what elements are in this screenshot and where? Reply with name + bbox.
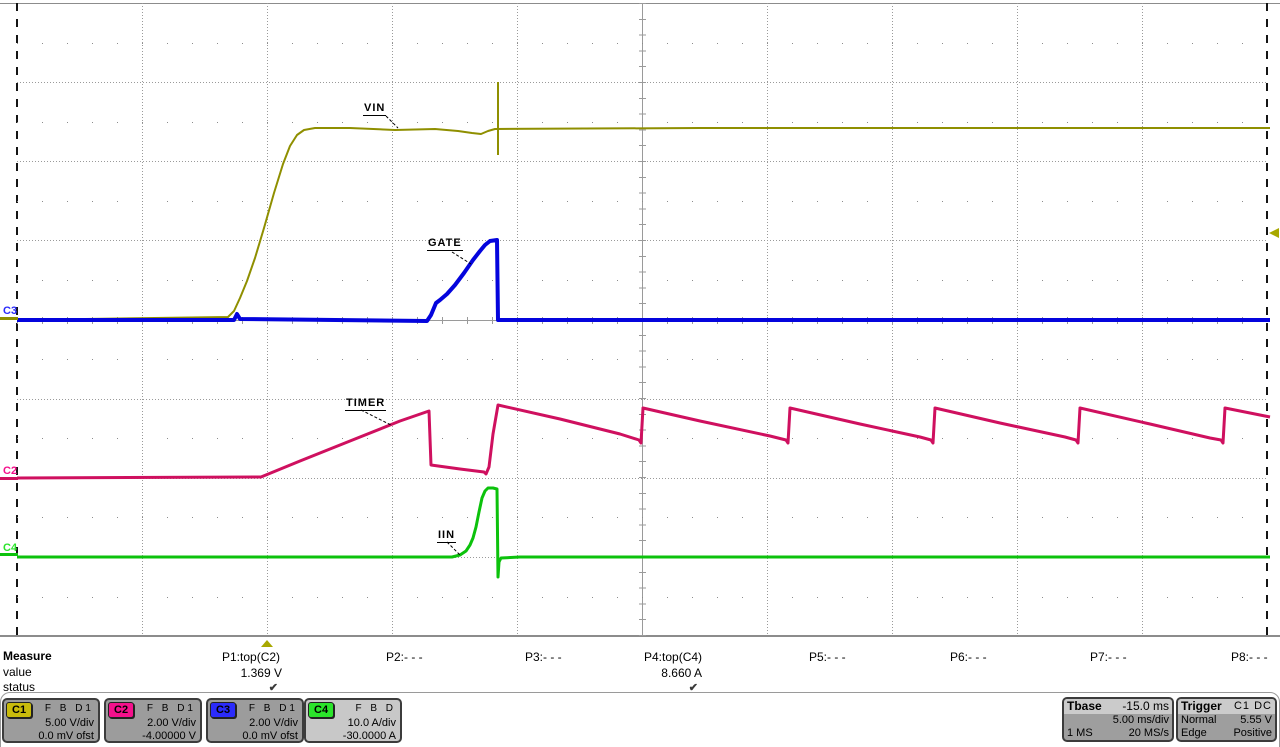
timebase-box[interactable]: Tbase -15.0 ms 5.00 ms/div 1 MS 20 MS/s [1062,697,1174,742]
grid-line [17,280,1267,281]
measure-p1-status: ✔ [268,682,278,694]
annotation-leader-line [446,541,461,556]
grid-line [17,517,1267,518]
c4-flags: F B D [355,703,396,714]
gate-wave-label: GATE [427,237,463,251]
c3-flags: F B D1 [248,703,298,714]
c1-badge[interactable]: C1 [6,702,33,718]
measure-p7-label[interactable]: P7:- - - [1090,650,1127,664]
c4-iin-trace [17,486,1270,579]
channel-box-c3[interactable]: C3 F B D1 2.00 V/div 0.0 mV ofst [206,698,304,743]
c2-flags: F B D1 [146,703,196,714]
c1-scale: 5.00 V/div [45,717,94,729]
trigger-title: Trigger [1181,699,1222,713]
measure-title: Measure [3,649,52,663]
c3-scale: 2.00 V/div [249,717,298,729]
measure-p8-label[interactable]: P8:- - - [1231,650,1268,664]
trigger-mode: Normal [1181,714,1217,726]
measure-p5-label[interactable]: P5:- - - [809,650,846,664]
trigger-level: 5.55 V [1240,714,1272,726]
c3-badge[interactable]: C3 [210,702,237,718]
c3-zero-marker[interactable]: C3 [3,305,18,317]
measure-p4-value: 8.660 A [661,666,702,680]
c4-zero-tick [0,553,18,556]
c2-scale: 2.00 V/div [147,717,196,729]
grid-line [17,122,1267,123]
timebase-samples: 1 MS [1067,727,1093,739]
trigger-slope: Positive [1233,727,1272,739]
trigger-time-marker[interactable] [261,640,273,647]
trigger-source-coupling: C1 DC [1233,700,1272,712]
iin-wave-label: IIN [437,529,457,543]
measure-value-row-label: value [3,665,32,679]
timebase-rate: 20 MS/s [1128,727,1169,739]
c1-vin-trace [16,127,1270,321]
timebase-delay: -15.0 ms [1122,699,1169,713]
trigger-box[interactable]: Trigger C1 DC Normal 5.55 V Edge Positiv… [1176,697,1277,742]
grid-line [17,597,1267,598]
measure-p8[interactable]: P8:- - - [1231,650,1280,696]
measure-p6-label[interactable]: P6:- - - [950,650,987,664]
measure-p3-label[interactable]: P3:- - - [525,650,562,664]
grid-line [17,201,1267,202]
channel-box-c1[interactable]: C1 F B D1 5.00 V/div 0.0 mV ofst [2,698,100,743]
channel-box-c2[interactable]: C2 F B D1 2.00 V/div -4.00000 V [104,698,202,743]
timebase-scale: 5.00 ms/div [1112,714,1169,726]
c1-flags: F B D1 [44,703,94,714]
measure-p5[interactable]: P5:- - - [809,650,869,696]
measure-p3[interactable]: P3:- - - [525,650,585,696]
c2-zero-marker[interactable]: C2 [3,465,18,477]
annotation-leader-line [385,115,399,129]
annotation-leader-line [360,409,392,426]
c1-zero-marker[interactable] [0,317,18,320]
measure-p4-status: ✔ [688,682,698,694]
measure-p1[interactable]: P1:top(C2) 1.369 V ✔ [222,650,282,696]
measure-p4[interactable]: P4:top(C4) 8.660 A ✔ [644,650,702,696]
grid-line [0,635,1280,637]
measure-status-row-label: status [3,680,36,694]
grid-line [17,359,1267,360]
measure-p6[interactable]: P6:- - - [950,650,1010,696]
timebase-title: Tbase [1067,699,1102,713]
measure-p4-label[interactable]: P4:top(C4) [644,650,703,664]
c3-gate-trace [17,238,1270,323]
trigger-level-marker[interactable] [1269,228,1279,238]
c4-zero-marker[interactable]: C4 [3,542,18,554]
measure-p1-value: 1.369 V [240,666,282,680]
channel-box-c4[interactable]: C4 F B D 10.0 A/div -30.0000 A [304,698,402,743]
grid-line [17,43,1267,44]
measure-p7[interactable]: P7:- - - [1090,650,1150,696]
trigger-type: Edge [1181,727,1207,739]
c2-zero-tick [0,477,18,480]
c2-timer-trace [16,403,1271,480]
timer-wave-label: TIMER [345,397,387,411]
c2-badge[interactable]: C2 [108,702,135,718]
c2-offset: -4.00000 V [142,730,196,742]
vin-wave-label: VIN [363,102,387,116]
measure-p1-label[interactable]: P1:top(C2) [222,650,281,664]
c4-offset: -30.0000 A [342,730,396,742]
measure-p2-label[interactable]: P2:- - - [386,650,423,664]
c3-offset: 0.0 mV ofst [242,730,298,742]
c4-scale: 10.0 A/div [347,717,396,729]
annotation-leader-line [451,251,472,265]
measure-p2[interactable]: P2:- - - [386,650,446,696]
c1-offset: 0.0 mV ofst [38,730,94,742]
c4-badge[interactable]: C4 [308,702,335,718]
